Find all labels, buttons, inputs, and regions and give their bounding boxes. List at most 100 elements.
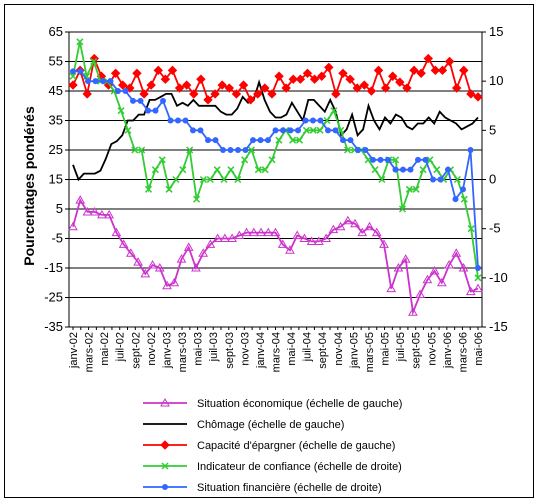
data-point <box>309 74 320 84</box>
data-point <box>423 53 433 64</box>
data-point <box>330 107 338 115</box>
x-tick-label: janv-03 <box>161 332 173 369</box>
data-point <box>272 127 279 134</box>
series-0 <box>68 195 483 316</box>
data-point <box>473 283 483 293</box>
data-point <box>183 242 194 251</box>
data-point <box>125 248 136 257</box>
data-point <box>68 80 78 90</box>
data-point <box>97 209 107 219</box>
data-point <box>82 89 92 99</box>
data-point <box>352 83 362 93</box>
data-point <box>437 176 444 183</box>
data-point <box>160 97 166 104</box>
data-point <box>268 156 276 164</box>
data-point <box>137 97 144 104</box>
data-point <box>310 117 316 124</box>
x-tick-label: mai-03 <box>193 332 205 366</box>
data-point <box>217 80 227 90</box>
data-point <box>85 78 91 85</box>
data-point <box>263 227 274 237</box>
data-point <box>197 127 204 134</box>
data-point <box>152 107 159 114</box>
data-point <box>193 195 201 203</box>
data-point <box>332 127 339 134</box>
right-tick-label: -15 <box>489 319 508 334</box>
data-point <box>82 206 93 216</box>
data-point <box>277 239 288 248</box>
data-point <box>132 68 142 79</box>
x-tick-label: juil-04 <box>302 332 314 362</box>
data-point <box>254 166 262 174</box>
data-point <box>118 239 129 248</box>
data-point <box>130 97 136 104</box>
data-point <box>426 156 434 164</box>
data-point <box>355 147 361 153</box>
data-point <box>133 257 143 266</box>
data-point <box>250 137 256 144</box>
data-point <box>377 156 384 163</box>
data-point <box>378 175 386 184</box>
data-point <box>398 205 407 213</box>
data-point <box>459 65 469 76</box>
data-point <box>344 146 352 154</box>
data-point <box>407 166 414 173</box>
data-point <box>100 78 106 85</box>
data-point <box>181 80 192 90</box>
data-point <box>210 89 220 99</box>
data-point <box>107 78 114 85</box>
data-point <box>241 156 249 164</box>
data-point <box>190 127 196 134</box>
left-tick-label: 25 <box>49 142 63 157</box>
data-point <box>436 277 447 287</box>
x-tick-label: mars-02 <box>84 332 96 372</box>
data-point <box>467 147 474 153</box>
data-point <box>437 65 448 76</box>
y-axis-label: Pourcentages pondérés <box>21 106 37 266</box>
legend-label: Situation économique (échelle de gauche) <box>197 398 402 410</box>
data-point <box>451 83 462 93</box>
data-point <box>347 137 354 144</box>
series-line <box>72 79 479 182</box>
data-point <box>405 185 413 193</box>
data-point <box>385 156 391 163</box>
x-tick-label: sept-04 <box>317 332 329 369</box>
data-point <box>274 71 284 81</box>
data-point <box>167 117 174 124</box>
data-point <box>275 136 283 144</box>
x-axis: janv-02 mars-02 mai-02 juil-02 sept-02 nov-02… <box>68 327 485 372</box>
data-point <box>392 166 399 173</box>
data-point <box>422 156 429 163</box>
x-tick-label: juil-02 <box>115 332 127 362</box>
data-point <box>227 233 237 242</box>
data-point <box>247 146 256 154</box>
series-line <box>72 197 479 316</box>
data-point <box>76 38 84 46</box>
data-point <box>392 156 400 164</box>
data-point <box>287 127 294 134</box>
data-point <box>289 136 297 144</box>
data-point <box>309 126 317 134</box>
right-tick-label: 5 <box>489 122 496 137</box>
data-point <box>234 175 242 184</box>
data-point <box>147 260 158 269</box>
data-point <box>248 227 259 237</box>
x-tick-label: mai-05 <box>380 332 392 366</box>
data-point <box>400 254 411 263</box>
data-point <box>146 80 156 90</box>
data-point <box>92 78 99 85</box>
legend-swatch-marker <box>161 462 169 470</box>
chart-frame: 65 55 45 35 25 15 5 -5 -15 -25 -35 15 10 5 0 -5 -10 -15 … <box>4 4 534 498</box>
data-point <box>203 95 213 105</box>
right-tick-label: -10 <box>489 270 508 285</box>
right-tick-label: 10 <box>489 73 503 88</box>
data-point <box>302 126 310 134</box>
data-point <box>422 274 433 284</box>
data-point <box>234 230 245 240</box>
data-point <box>257 137 264 144</box>
data-point <box>415 289 426 299</box>
left-tick-label: -15 <box>44 260 63 275</box>
data-point <box>235 147 241 153</box>
data-point <box>364 221 375 231</box>
data-point <box>357 227 368 237</box>
